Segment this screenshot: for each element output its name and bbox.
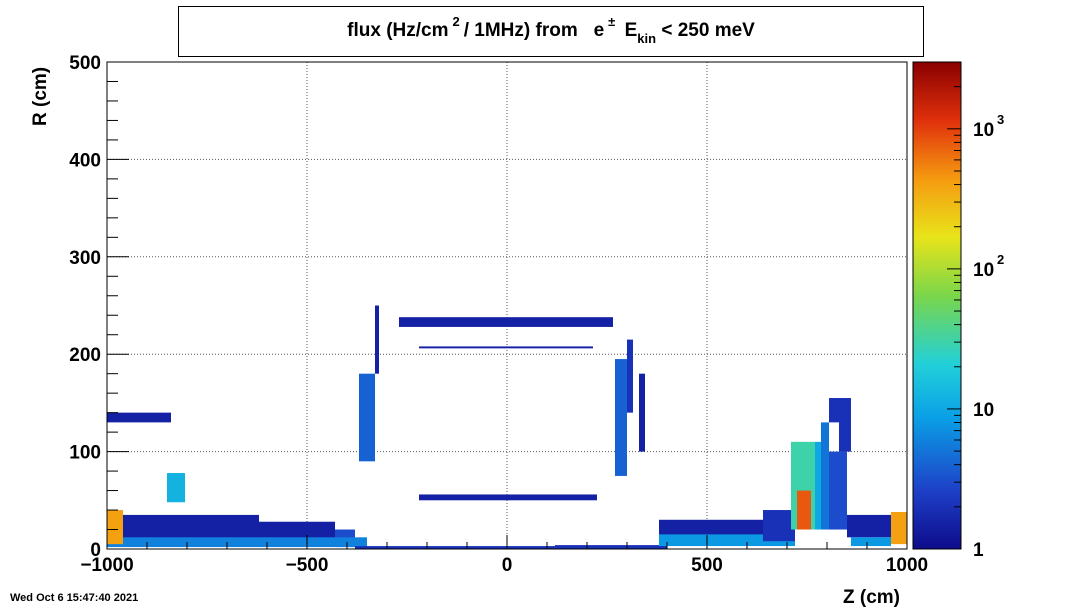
heatmap-cell [355, 546, 559, 549]
y-tick-label: 100 [69, 443, 101, 464]
heatmap-cell [259, 521, 335, 542]
x-tick-label: 500 [691, 555, 723, 576]
heatmap-cell [419, 494, 597, 501]
y-tick-label: 300 [69, 248, 101, 269]
title-part-a: flux (Hz/cm [347, 20, 449, 41]
y-tick-label: 200 [69, 345, 101, 366]
title-part-a-sup: 2 [452, 14, 460, 29]
heatmap-cell [763, 510, 795, 542]
heatmap-cell [659, 534, 795, 547]
heatmap-cell [839, 398, 851, 452]
x-tick-label: 0 [502, 555, 513, 576]
heatmap-cell [555, 545, 667, 549]
heatmap-cell [615, 359, 627, 476]
title-part-b: / 1MHz) from [463, 20, 578, 41]
heatmap-cell [891, 511, 907, 545]
heatmap-cell [851, 537, 891, 547]
heatmap-cell [359, 373, 375, 462]
heatmap-cell [847, 514, 891, 538]
heatmap-cell [829, 451, 847, 530]
heatmap-cell [821, 422, 829, 530]
heatmap-cell [107, 514, 259, 540]
heatmap-cell [107, 510, 123, 545]
heatmap-cell [107, 412, 171, 423]
heatmap-cell [815, 441, 821, 530]
heatmap-cell [419, 346, 593, 349]
y-tick-label: 400 [69, 150, 101, 171]
y-tick-label: 0 [90, 540, 101, 561]
timestamp: Wed Oct 6 15:47:40 2021 [10, 592, 139, 604]
x-axis-label: Z (cm) [843, 587, 900, 608]
heatmap-cell [639, 373, 645, 452]
title-part-c: e [593, 20, 605, 41]
colorbar-tick-label: 10 [973, 120, 994, 141]
colorbar-tick-label: 10 [973, 400, 994, 421]
colorbar-tick-label: 1 [973, 540, 984, 561]
heatmap-cell [627, 339, 633, 413]
heatmap-cell [797, 490, 811, 530]
title-part-e: < 250 meV [661, 20, 755, 41]
colorbar-tick-label: 10 [973, 260, 994, 281]
x-tick-label: 1000 [886, 555, 928, 576]
colorbar-tick-exponent: 3 [997, 112, 1004, 127]
colorbar [912, 61, 962, 550]
y-axis-label: R (cm) [30, 66, 51, 126]
x-tick-label: −1000 [80, 555, 133, 576]
chart-title-box: flux (Hz/cm 2/ 1MHz) from e ± Ekin < 250 m… [178, 6, 924, 57]
heatmap-cells [107, 305, 907, 549]
title-part-c-sup: ± [608, 14, 616, 29]
heatmap-cell [375, 305, 379, 374]
chart-title: flux (Hz/cm 2/ 1MHz) from e ± Ekin < 250 m… [179, 14, 923, 46]
grid-lines [107, 62, 907, 549]
heatmap-cell [829, 398, 839, 423]
y-tick-label: 500 [69, 53, 101, 74]
heatmap-cell [399, 317, 613, 327]
axes: −1000 −500 0 500 1000 0 100 200 300 400 500 [69, 53, 928, 576]
colorbar-tick-exponent: 2 [997, 252, 1004, 267]
x-tick-label: −500 [286, 555, 329, 576]
heatmap-cell [107, 537, 367, 548]
heatmap-cell [167, 473, 185, 503]
title-part-d: E [624, 20, 638, 41]
title-part-d-sub: kin [637, 31, 657, 46]
